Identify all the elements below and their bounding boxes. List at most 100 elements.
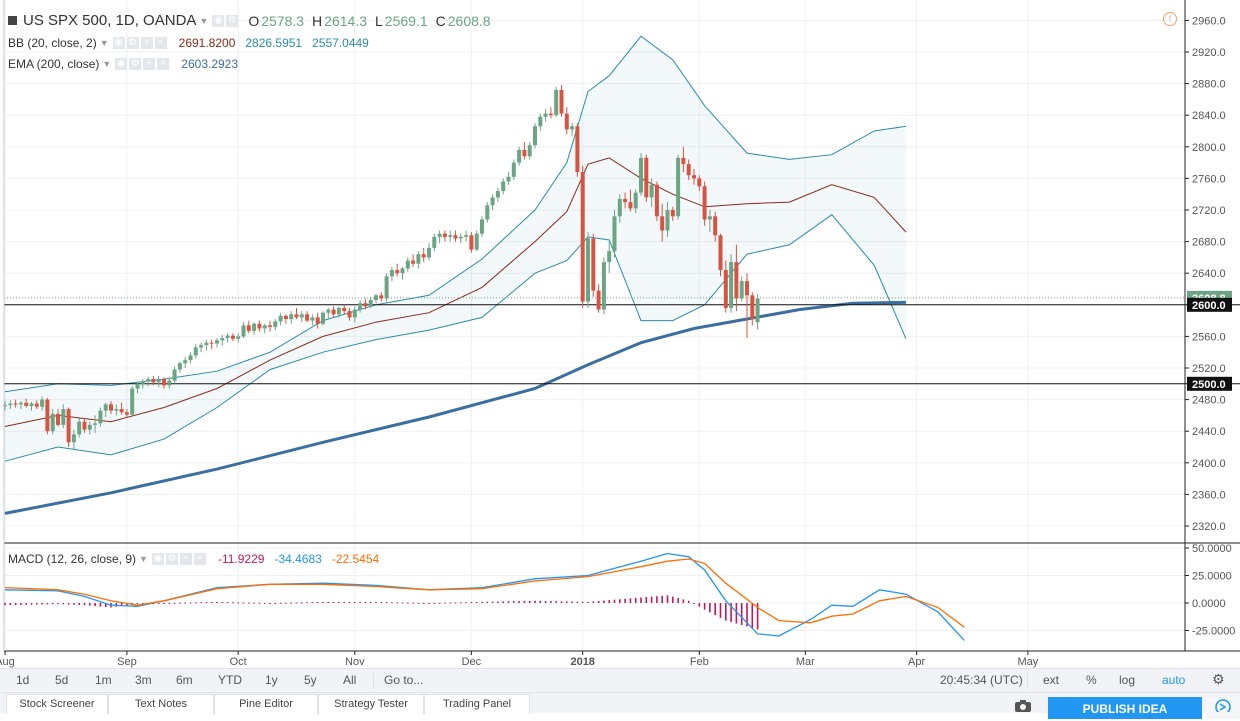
- close-icon[interactable]: ×: [157, 58, 170, 70]
- tf-3m[interactable]: 3m: [135, 673, 152, 687]
- candle: [61, 409, 66, 425]
- gear-icon[interactable]: ⚙: [126, 37, 139, 49]
- candle: [750, 295, 755, 320]
- separator: [1027, 673, 1028, 689]
- histogram-bar: [94, 603, 96, 607]
- percent-toggle[interactable]: %: [1086, 673, 1097, 687]
- tf-5y[interactable]: 5y: [304, 673, 317, 687]
- tab-strategy-tester[interactable]: Strategy Tester: [318, 694, 424, 714]
- histogram-bar: [640, 597, 642, 603]
- gear-icon[interactable]: ⚙: [226, 14, 239, 27]
- ema200-line: [4, 300, 907, 515]
- candle: [601, 262, 606, 310]
- publish-arrow-button[interactable]: [1206, 697, 1240, 719]
- candle: [421, 254, 426, 258]
- histogram-bar: [142, 603, 144, 604]
- histogram-bar: [168, 602, 171, 604]
- time-axis: Aug Sep Oct Nov Dec 2018 Feb Mar Apr May: [0, 651, 1039, 668]
- tick-label: Aug: [0, 656, 15, 668]
- candle: [543, 113, 548, 117]
- gear-icon[interactable]: ⚙: [129, 58, 142, 70]
- bb-lower-value: 2557.0449: [312, 36, 369, 50]
- candle: [707, 216, 712, 220]
- tf-all[interactable]: All: [343, 673, 357, 687]
- candle: [273, 321, 278, 327]
- candle: [109, 404, 113, 411]
- candle: [448, 235, 453, 237]
- eye-icon[interactable]: ◉: [112, 37, 125, 49]
- histogram-bar: [746, 603, 748, 627]
- alert-icon[interactable]: !: [1163, 12, 1177, 26]
- candles: [3, 85, 760, 451]
- eye-icon[interactable]: ◉: [115, 58, 128, 70]
- tick-label: 2680.0: [1192, 237, 1226, 249]
- histogram-bar: [46, 603, 49, 605]
- candle: [649, 184, 654, 198]
- tick-label: Feb: [690, 656, 709, 668]
- chevron-down-icon[interactable]: ▼: [99, 38, 109, 48]
- histogram-bar: [104, 603, 107, 607]
- chevron-down-icon[interactable]: ▼: [102, 59, 112, 69]
- close-icon[interactable]: ×: [154, 37, 167, 49]
- candle: [162, 379, 166, 386]
- tf-1d[interactable]: 1d: [16, 673, 30, 687]
- publish-idea-button[interactable]: PUBLISH IDEA: [1048, 697, 1202, 719]
- candle: [723, 270, 728, 308]
- tab-text-notes[interactable]: Text Notes: [108, 694, 214, 714]
- camera-icon[interactable]: [1014, 699, 1032, 712]
- tick-label: 2520.0: [1192, 363, 1226, 375]
- candle: [289, 314, 294, 320]
- candle: [172, 369, 177, 381]
- log-toggle[interactable]: log: [1119, 673, 1136, 687]
- gear-icon[interactable]: ⚙: [1212, 671, 1225, 687]
- goto-button[interactable]: Go to...: [384, 673, 424, 687]
- tf-6m[interactable]: 6m: [176, 673, 193, 687]
- tab-stock-screener[interactable]: Stock Screener: [6, 694, 108, 714]
- plus-icon[interactable]: +: [140, 37, 153, 49]
- histogram-bar: [226, 602, 229, 604]
- macd-signal-value: -22.5454: [331, 552, 380, 566]
- close-icon[interactable]: ×: [193, 553, 206, 565]
- chevron-down-icon[interactable]: ▼: [139, 554, 148, 564]
- candle: [692, 175, 696, 179]
- tick-label: 2800.0: [1192, 142, 1226, 154]
- bb-basis-line: [4, 157, 907, 427]
- histogram-bar: [306, 602, 308, 604]
- macd-hist-value: -11.9229: [217, 552, 265, 566]
- histogram-bar: [205, 602, 208, 604]
- tab-trading-panel[interactable]: Trading Panel: [424, 694, 530, 714]
- candle: [389, 270, 394, 277]
- collapse-icon[interactable]: [8, 16, 17, 25]
- price-chart[interactable]: 2320.0 2360.0 2400.0 2440.0 2480.0 2520.0 2560…: [0, 0, 1240, 668]
- histogram-bar: [433, 602, 436, 604]
- histogram-bar: [20, 603, 22, 605]
- eye-icon[interactable]: ◉: [151, 553, 164, 565]
- eye-icon[interactable]: ◉: [212, 14, 225, 27]
- gear-icon[interactable]: ⚙: [165, 553, 178, 565]
- bb-upper-value: 2826.5951: [245, 36, 303, 50]
- histogram-bar: [126, 603, 128, 606]
- tf-ytd[interactable]: YTD: [218, 673, 242, 687]
- histogram-bar: [216, 601, 218, 603]
- auto-toggle[interactable]: auto: [1162, 673, 1186, 687]
- tf-1m[interactable]: 1m: [95, 673, 112, 687]
- candle: [639, 157, 643, 193]
- candle: [670, 210, 675, 217]
- ext-toggle[interactable]: ext: [1043, 673, 1060, 687]
- tf-1y[interactable]: 1y: [265, 673, 278, 687]
- histogram-bar: [698, 603, 701, 607]
- tf-5d[interactable]: 5d: [55, 673, 69, 687]
- candle: [729, 262, 734, 308]
- chevron-down-icon[interactable]: ▼: [199, 15, 209, 26]
- histogram-bar: [603, 600, 605, 603]
- macd-histogram: [4, 595, 759, 630]
- high-value: 2614.3: [324, 12, 367, 29]
- histogram-bar: [311, 602, 314, 604]
- plus-icon[interactable]: +: [179, 553, 192, 565]
- candle: [734, 262, 739, 299]
- tab-pine-editor[interactable]: Pine Editor: [214, 694, 318, 714]
- candle: [400, 268, 405, 274]
- histogram-bar: [417, 602, 420, 604]
- plus-icon[interactable]: +: [143, 58, 156, 70]
- candle: [697, 178, 702, 187]
